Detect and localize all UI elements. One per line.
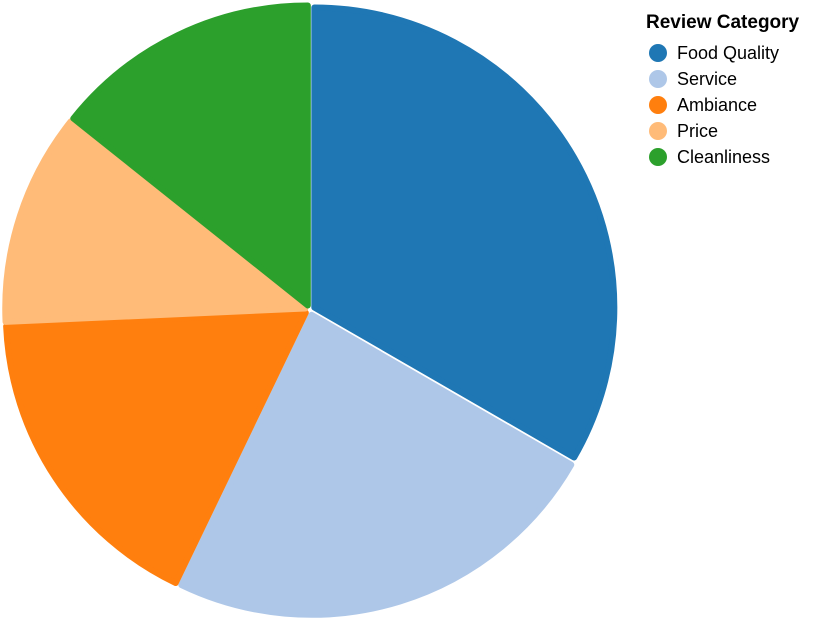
pie-slice-price	[2, 118, 309, 325]
pie-slice-cleanliness	[70, 2, 311, 309]
legend-label-service: Service	[677, 69, 737, 89]
legend-label-ambiance: Ambiance	[677, 95, 757, 115]
legend-title: Review Category	[646, 12, 800, 33]
legend-swatch-service	[649, 70, 667, 88]
legend-label-cleanliness: Cleanliness	[677, 147, 770, 167]
legend-swatch-ambiance	[649, 96, 667, 114]
pie-slice-service	[178, 311, 575, 618]
legend-swatch-cleanliness	[649, 148, 667, 166]
legend-label-food-quality: Food Quality	[677, 43, 779, 63]
pie-slice-ambiance	[3, 309, 309, 587]
pie-slice-food-quality	[311, 4, 618, 461]
legend: Review Category Food Quality Service Ambia…	[646, 12, 800, 167]
pie-slices	[2, 2, 618, 618]
legend-swatch-price	[649, 122, 667, 140]
legend-swatch-food-quality	[649, 44, 667, 62]
legend-label-price: Price	[677, 121, 718, 141]
legend-items: Food Quality Service Ambiance Price Cleanlin…	[649, 43, 779, 167]
